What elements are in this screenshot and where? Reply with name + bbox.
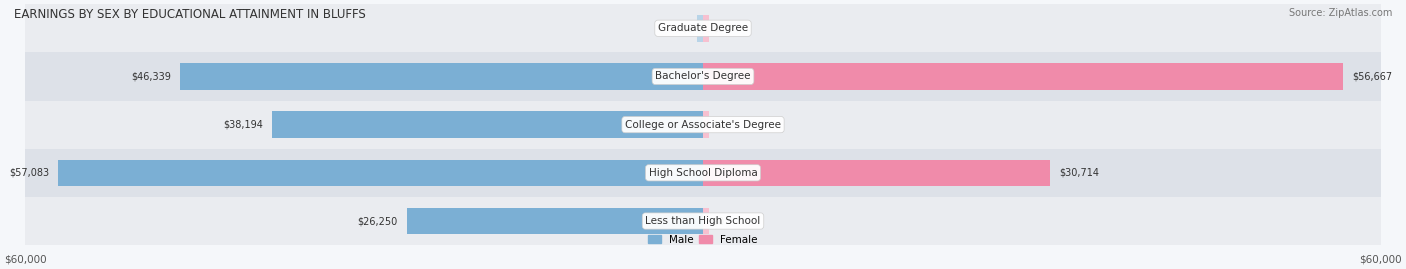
Bar — [703, 63, 1343, 90]
Text: $0: $0 — [711, 216, 724, 226]
Text: Source: ZipAtlas.com: Source: ZipAtlas.com — [1288, 8, 1392, 18]
Text: $0: $0 — [711, 23, 724, 33]
Bar — [59, 160, 703, 186]
Text: $30,714: $30,714 — [1059, 168, 1099, 178]
Text: Graduate Degree: Graduate Degree — [658, 23, 748, 33]
Bar — [703, 208, 709, 234]
Bar — [703, 111, 709, 138]
Text: College or Associate's Degree: College or Associate's Degree — [626, 120, 780, 130]
Text: EARNINGS BY SEX BY EDUCATIONAL ATTAINMENT IN BLUFFS: EARNINGS BY SEX BY EDUCATIONAL ATTAINMEN… — [14, 8, 366, 21]
Bar — [25, 101, 1381, 149]
Bar — [180, 63, 703, 90]
Bar — [25, 52, 1381, 101]
Bar — [25, 197, 1381, 245]
Text: Bachelor's Degree: Bachelor's Degree — [655, 72, 751, 82]
Bar — [406, 208, 703, 234]
Text: $46,339: $46,339 — [131, 72, 170, 82]
Text: Less than High School: Less than High School — [645, 216, 761, 226]
Text: $57,083: $57,083 — [10, 168, 49, 178]
Text: High School Diploma: High School Diploma — [648, 168, 758, 178]
Bar — [271, 111, 703, 138]
Legend: Male, Female: Male, Female — [648, 235, 758, 245]
Text: $56,667: $56,667 — [1353, 72, 1392, 82]
Text: $38,194: $38,194 — [222, 120, 263, 130]
Bar — [25, 4, 1381, 52]
Text: $26,250: $26,250 — [357, 216, 398, 226]
Bar — [697, 15, 703, 41]
Bar — [25, 149, 1381, 197]
Bar — [703, 15, 709, 41]
Text: $0: $0 — [711, 120, 724, 130]
Bar — [703, 160, 1050, 186]
Text: $0: $0 — [682, 23, 695, 33]
